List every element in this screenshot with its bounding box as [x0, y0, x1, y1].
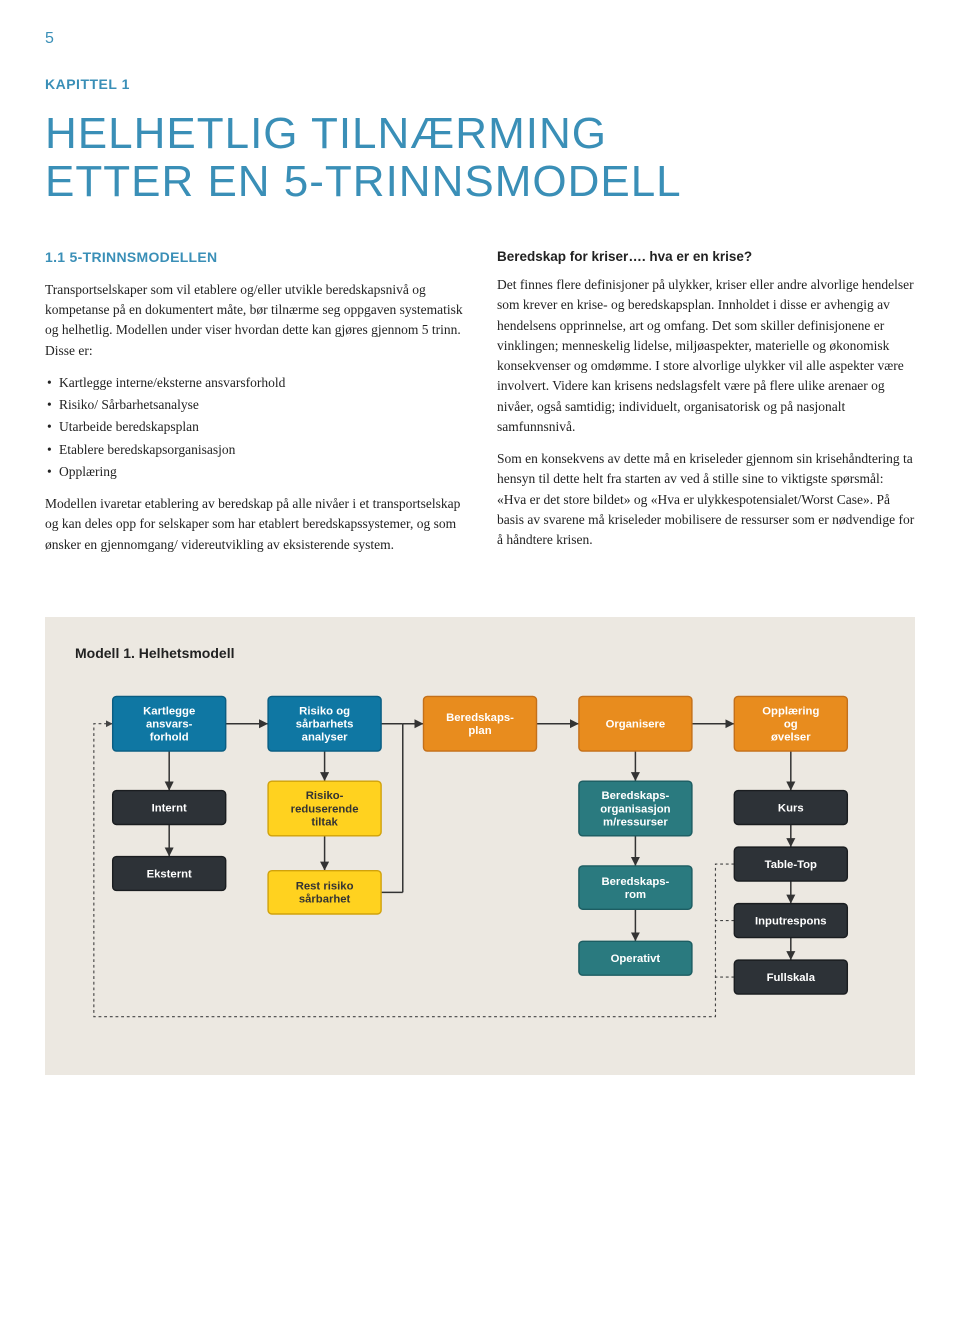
flow-node-label: Risiko-: [306, 790, 344, 802]
flow-node: Fullskala: [734, 960, 847, 994]
flow-node: Risiko-reduserendetiltak: [268, 781, 381, 836]
section-heading: 1.1 5-TRINNSMODELLEN: [45, 247, 463, 268]
right-p1: Det finnes flere definisjoner på ulykker…: [497, 275, 915, 437]
flow-node-label: reduserende: [291, 803, 359, 815]
flow-node-label: Risiko og: [299, 705, 350, 717]
flow-node-label: og: [784, 718, 798, 730]
flow-node: Beredskaps-rom: [579, 866, 692, 909]
flow-node-label: m/ressurser: [603, 816, 668, 828]
right-column: Beredskap for kriser…. hva er en krise? …: [497, 247, 915, 567]
flow-node-label: Internt: [152, 802, 187, 814]
right-p2: Som en konsekvens av dette må en krisele…: [497, 449, 915, 550]
bullet-item: Utarbeide beredskapsplan: [45, 417, 463, 437]
flow-node-label: Inputrespons: [755, 915, 827, 927]
flow-node-label: Kartlegge: [143, 705, 195, 717]
right-subhead: Beredskap for kriser…. hva er en krise?: [497, 247, 915, 267]
title-line-2: ETTER EN 5-TRINNSMODELL: [45, 157, 682, 206]
flow-node: Risiko ogsårbarhetsanalyser: [268, 696, 381, 751]
flow-node-label: øvelser: [771, 731, 811, 743]
flow-node-label: Kurs: [778, 802, 804, 814]
flow-node-label: tiltak: [311, 816, 338, 828]
flow-node: Inputrespons: [734, 903, 847, 937]
flow-node: Internt: [113, 790, 226, 824]
flow-node-label: Beredskaps-: [601, 790, 669, 802]
flow-node-label: Beredskaps-: [446, 712, 514, 724]
left-p1: Transportselskaper som vil etablere og/e…: [45, 280, 463, 361]
flow-node-label: sårbarhets: [296, 718, 354, 730]
left-column: 1.1 5-TRINNSMODELLEN Transportselskaper …: [45, 247, 463, 567]
bullet-item: Etablere beredskapsorganisasjon: [45, 440, 463, 460]
flow-node-label: Eksternt: [147, 868, 192, 880]
bullet-item: Risiko/ Sårbarhetsanalyse: [45, 395, 463, 415]
flow-node: Operativt: [579, 941, 692, 975]
flow-node: Organisere: [579, 696, 692, 751]
left-p2: Modellen ivaretar etablering av beredska…: [45, 494, 463, 555]
flow-node-label: organisasjon: [600, 803, 670, 815]
flow-node-label: Organisere: [606, 718, 666, 730]
page-number: 5: [45, 30, 915, 48]
flow-node: Table-Top: [734, 847, 847, 881]
flow-node: Opplæringogøvelser: [734, 696, 847, 751]
diagram-title: Modell 1. Helhetsmodell: [75, 645, 885, 661]
flow-node-label: analyser: [302, 731, 348, 743]
diagram-panel: Modell 1. Helhetsmodell Kartleggeansvars…: [45, 617, 915, 1075]
flow-node: Kartleggeansvars-forhold: [113, 696, 226, 751]
flow-node: Eksternt: [113, 856, 226, 890]
flow-node-label: Opplæring: [762, 705, 819, 717]
flow-node: Rest risikosårbarhet: [268, 870, 381, 913]
flow-node-label: Rest risiko: [296, 880, 354, 892]
flow-node: Beredskaps-organisasjonm/ressurser: [579, 781, 692, 836]
flow-node-label: rom: [625, 889, 646, 901]
bullet-item: Opplæring: [45, 462, 463, 482]
title-line-1: HELHETLIG TILNÆRMING: [45, 109, 607, 158]
flow-node-label: forhold: [150, 731, 189, 743]
flow-node-label: Beredskaps-: [601, 876, 669, 888]
flow-node: Beredskaps-plan: [423, 696, 536, 751]
flow-node-label: Operativt: [611, 953, 661, 965]
bullet-list: Kartlegge interne/eksterne ansvarsforhol…: [45, 373, 463, 482]
main-title: HELHETLIG TILNÆRMING ETTER EN 5-TRINNSMO…: [45, 110, 915, 207]
flow-node-label: Table-Top: [765, 859, 817, 871]
body-columns: 1.1 5-TRINNSMODELLEN Transportselskaper …: [45, 247, 915, 567]
bullet-item: Kartlegge interne/eksterne ansvarsforhol…: [45, 373, 463, 393]
flow-node-label: plan: [468, 725, 491, 737]
flow-node-label: ansvars-: [146, 718, 193, 730]
flow-node: Kurs: [734, 790, 847, 824]
flow-node-label: Fullskala: [767, 972, 816, 984]
chapter-label: KAPITTEL 1: [45, 76, 915, 92]
flowchart-diagram: Kartleggeansvars-forholdRisiko ogsårbarh…: [75, 687, 885, 1035]
flow-node-label: sårbarhet: [299, 893, 351, 905]
